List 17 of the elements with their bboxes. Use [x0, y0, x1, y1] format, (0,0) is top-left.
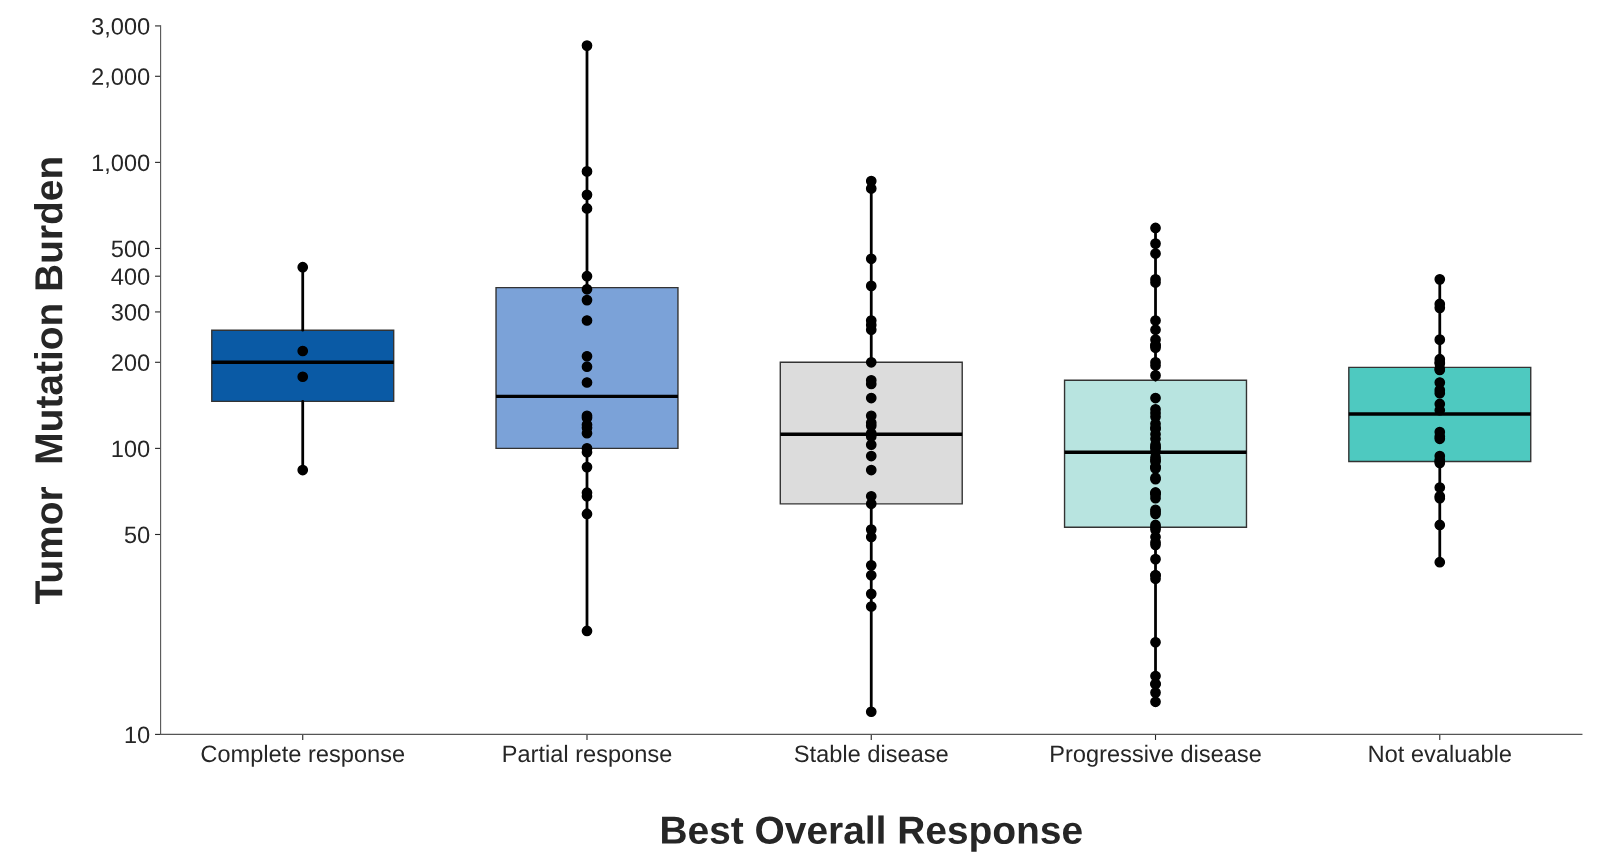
- y-tick-label: 50: [124, 526, 150, 544]
- y-tick-label: 200: [111, 354, 150, 372]
- x-axis-title: Best Overall Response: [662, 815, 1082, 852]
- y-tick-label: 3,000: [92, 17, 150, 38]
- y-axis-title: Tumor Mutation Burden: [34, 158, 63, 605]
- y-tick-label: 400: [111, 268, 150, 285]
- y-tick-label: 100: [112, 440, 150, 458]
- y-tick-label: 500: [111, 240, 150, 258]
- x-tick-label: Not evaluable: [1369, 744, 1511, 763]
- x-tick-label: Progressive disease: [1051, 744, 1261, 767]
- y-tick-label: 300: [111, 304, 150, 321]
- y-tick-label: 10: [125, 726, 150, 744]
- x-tick-label: Complete response: [201, 744, 405, 767]
- x-tick-label: Stable disease: [794, 744, 948, 763]
- y-tick-label: 1,000: [92, 154, 150, 174]
- y-tick-label: 2,000: [92, 68, 150, 88]
- x-tick-label: Partial response: [503, 744, 672, 767]
